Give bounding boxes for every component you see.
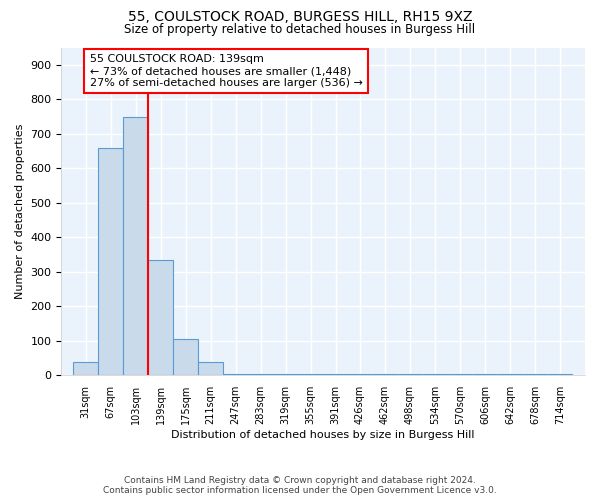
Bar [148,260,173,376]
Bar [398,374,422,376]
Bar [199,362,223,376]
Bar [173,339,198,376]
Bar [298,374,323,376]
Bar [124,116,148,376]
Bar [448,374,472,376]
Bar [73,362,98,376]
Text: Contains HM Land Registry data © Crown copyright and database right 2024.
Contai: Contains HM Land Registry data © Crown c… [103,476,497,495]
Bar [497,374,523,376]
X-axis label: Distribution of detached houses by size in Burgess Hill: Distribution of detached houses by size … [172,430,475,440]
Bar [274,374,298,376]
Bar [323,374,348,376]
Y-axis label: Number of detached properties: Number of detached properties [15,124,25,299]
Text: 55 COULSTOCK ROAD: 139sqm
← 73% of detached houses are smaller (1,448)
27% of se: 55 COULSTOCK ROAD: 139sqm ← 73% of detac… [90,54,363,88]
Bar [422,374,448,376]
Bar [473,374,497,376]
Bar [523,374,547,376]
Bar [98,148,123,376]
Bar [248,374,273,376]
Text: 55, COULSTOCK ROAD, BURGESS HILL, RH15 9XZ: 55, COULSTOCK ROAD, BURGESS HILL, RH15 9… [128,10,472,24]
Bar [347,374,373,376]
Bar [223,374,248,376]
Bar [373,374,397,376]
Bar [548,374,572,376]
Text: Size of property relative to detached houses in Burgess Hill: Size of property relative to detached ho… [124,22,476,36]
